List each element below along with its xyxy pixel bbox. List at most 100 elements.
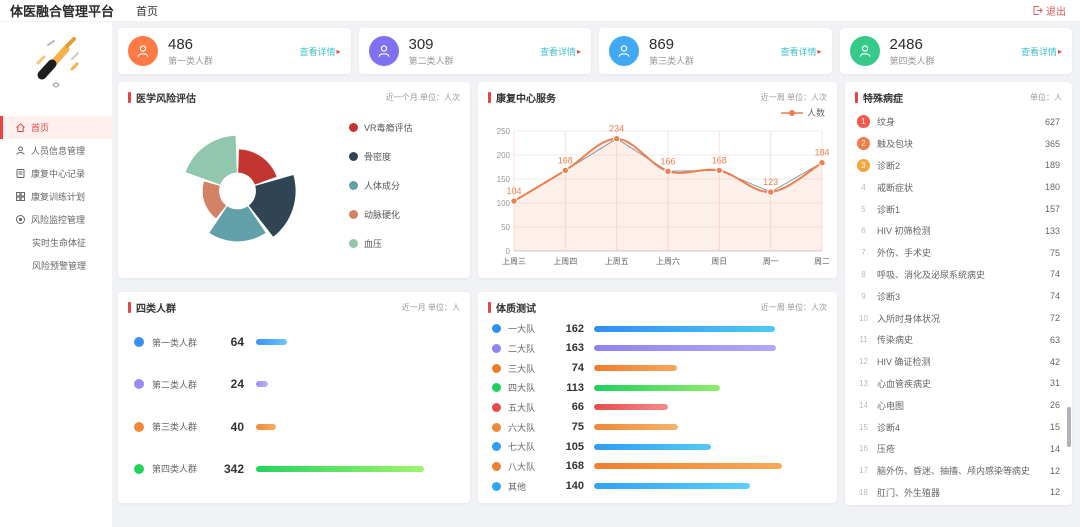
sidebar-item-2[interactable]: 康复中心记录 bbox=[0, 162, 112, 185]
stat-cards-row: 486 第一类人群 查看详情 ▸ 309 第二类人群 查看详情 ▸ 869 第三类人群 查看详情 ▸ 2… bbox=[118, 28, 1072, 74]
bar-row-4: 五大队 66 bbox=[492, 401, 823, 414]
legend-item-3[interactable]: 动脉硬化 bbox=[349, 208, 413, 221]
disease-row-17: 18 肛门、外生殖器 12 bbox=[857, 482, 1060, 504]
disease-label: 心血管疾病史 bbox=[877, 378, 932, 389]
series-dot bbox=[492, 422, 501, 432]
line-chart[interactable]: 0 50 100 150 200 250 上周三 上周四 上周五 上周六 周日 周一 周二 104 168 2… bbox=[484, 111, 830, 269]
view-details-link[interactable]: 查看详情 ▸ bbox=[299, 45, 340, 58]
groups-bar-list: 第一类人群 64 第二类人群 24 第三类人群 40 第四类人群 342 bbox=[118, 319, 470, 498]
disease-count: 74 bbox=[1049, 291, 1060, 302]
legend-dot bbox=[349, 181, 358, 190]
view-details-link[interactable]: 查看详情 ▸ bbox=[540, 45, 581, 58]
logout-icon bbox=[1033, 6, 1043, 15]
panel-header: 四类人群 近一月 单位：人 bbox=[118, 292, 470, 319]
stat-card-3[interactable]: 869 第三类人群 查看详情 ▸ bbox=[599, 28, 832, 74]
bar-fill[interactable] bbox=[256, 423, 276, 430]
logout-button[interactable]: 退出 bbox=[1032, 3, 1066, 18]
bar-track bbox=[256, 339, 454, 346]
bar-fill[interactable] bbox=[594, 463, 782, 470]
disease-count: 42 bbox=[1049, 356, 1060, 367]
line-legend[interactable]: 人数 bbox=[780, 106, 825, 119]
bar-track bbox=[594, 443, 823, 450]
sidebar-item-4[interactable]: 风险监控管理 bbox=[0, 208, 112, 231]
bar-row-6: 七大队 105 bbox=[492, 440, 823, 453]
bar-fill[interactable] bbox=[256, 339, 288, 346]
disease-row-4: 5 诊断1 157 bbox=[857, 198, 1060, 220]
stat-label: 第二类人群 bbox=[408, 55, 454, 66]
disease-row-0: 1 纹身 627 bbox=[857, 111, 1060, 133]
bar-label: 四大队 bbox=[508, 383, 536, 394]
disease-row-5: 6 HIV 初筛检测 133 bbox=[857, 220, 1060, 242]
stat-card-4[interactable]: 2486 第四类人群 查看详情 ▸ bbox=[839, 28, 1072, 74]
bar-fill[interactable] bbox=[594, 365, 677, 372]
bar-row-0: 一大队 162 bbox=[492, 322, 823, 335]
bar-fill[interactable] bbox=[594, 345, 777, 352]
series-dot bbox=[492, 461, 501, 471]
bar-fill[interactable] bbox=[256, 465, 425, 472]
panel-title: 体质测试 bbox=[488, 300, 536, 315]
view-details-link[interactable]: 查看详情 ▸ bbox=[1021, 45, 1062, 58]
bar-fill[interactable] bbox=[594, 404, 668, 411]
legend-dot bbox=[349, 123, 358, 132]
bar-label: 二大队 bbox=[508, 343, 536, 354]
bar-value: 74 bbox=[571, 362, 584, 375]
sidebar-item-0[interactable]: 首页 bbox=[0, 116, 112, 139]
legend-item-0[interactable]: VR毒瘾评估 bbox=[349, 121, 413, 134]
bar-row-3: 四大队 113 bbox=[492, 381, 823, 394]
bar-track bbox=[594, 463, 823, 470]
panel-period: 近一周 单位：人次 bbox=[760, 93, 827, 102]
arrow-icon: ▸ bbox=[1057, 46, 1062, 56]
svg-text:166: 166 bbox=[660, 156, 675, 166]
bar-row-3: 第四类人群 342 bbox=[134, 462, 454, 476]
view-details-link[interactable]: 查看详情 ▸ bbox=[780, 45, 821, 58]
sidebar-item-3[interactable]: 康复训练计划 bbox=[0, 185, 112, 208]
plan-icon bbox=[15, 191, 26, 202]
sidebar-item-label: 康复训练计划 bbox=[31, 192, 86, 202]
svg-text:50: 50 bbox=[501, 223, 510, 232]
rank-number: 7 bbox=[861, 248, 866, 258]
bar-fill[interactable] bbox=[594, 483, 751, 490]
bar-label: 第三类人群 bbox=[152, 422, 198, 433]
disease-label: 肛门、外生殖器 bbox=[877, 487, 941, 498]
bar-fill[interactable] bbox=[594, 384, 721, 391]
rank-number: 13 bbox=[859, 378, 868, 388]
fitness-bar-list: 一大队 162 二大队 163 三大队 74 四大队 113 五大队 66 六大队 75 七大队 105 八… bbox=[478, 319, 837, 500]
bar-value: 105 bbox=[565, 440, 584, 453]
sidebar-item-1[interactable]: 人员信息管理 bbox=[0, 139, 112, 162]
disease-rank-list: 1 纹身 627 2 触及包块 365 3 诊断2 189 4 戒断症状 180 5 诊断1 157 6 HIV… bbox=[845, 109, 1072, 503]
disease-label: 诊断1 bbox=[877, 204, 901, 215]
sidebar-item-6[interactable]: 风险预警管理 bbox=[0, 254, 112, 277]
bar-label: 五大队 bbox=[508, 402, 536, 413]
disease-label: 诊断3 bbox=[877, 291, 901, 302]
svg-text:周日: 周日 bbox=[711, 257, 727, 266]
bar-fill[interactable] bbox=[256, 381, 268, 388]
stat-value: 309 bbox=[408, 35, 434, 53]
breadcrumb[interactable]: 首页 bbox=[136, 5, 159, 18]
scrollbar-thumb[interactable] bbox=[1067, 407, 1071, 447]
bar-value: 140 bbox=[565, 480, 584, 493]
disease-count: 365 bbox=[1044, 138, 1060, 149]
legend-item-4[interactable]: 血压 bbox=[349, 237, 413, 250]
disease-row-2: 3 诊断2 189 bbox=[857, 155, 1060, 177]
disease-count: 133 bbox=[1044, 225, 1060, 236]
rose-chart[interactable] bbox=[130, 109, 345, 271]
panel-period: 近一月 单位：人 bbox=[401, 303, 460, 312]
bar-track bbox=[256, 381, 454, 388]
legend-item-1[interactable]: 骨密度 bbox=[349, 150, 413, 163]
bar-value: 75 bbox=[571, 421, 584, 434]
stat-card-1[interactable]: 486 第一类人群 查看详情 ▸ bbox=[118, 28, 351, 74]
svg-text:200: 200 bbox=[497, 151, 511, 160]
bar-track bbox=[594, 404, 823, 411]
disease-row-16: 17 脑外伤、昏迷、抽搐、颅内感染等病史 12 bbox=[857, 460, 1060, 482]
bar-fill[interactable] bbox=[594, 325, 776, 332]
panel-header: 康复中心服务 近一周 单位：人次 bbox=[478, 82, 837, 109]
stat-label: 第四类人群 bbox=[889, 55, 935, 66]
bar-row-0: 第一类人群 64 bbox=[134, 335, 454, 349]
bar-fill[interactable] bbox=[594, 424, 678, 431]
stat-card-2[interactable]: 309 第二类人群 查看详情 ▸ bbox=[358, 28, 591, 74]
legend-item-2[interactable]: 人体成分 bbox=[349, 179, 413, 192]
bar-fill[interactable] bbox=[594, 443, 712, 450]
rank-number: 16 bbox=[859, 444, 868, 454]
series-dot bbox=[492, 363, 501, 373]
sidebar-item-5[interactable]: 实时生命体征 bbox=[0, 231, 112, 254]
